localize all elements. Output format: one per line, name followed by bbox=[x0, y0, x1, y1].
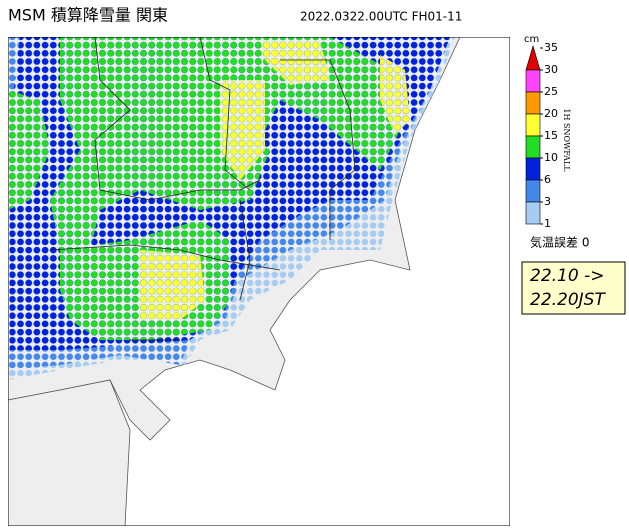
legend-unit: cm bbox=[524, 34, 539, 45]
timestamp: 2022.0322.00UTC FH01-11 bbox=[300, 10, 462, 24]
legend-swatch bbox=[525, 69, 541, 93]
legend: cm 1H SNOWFALL 気温誤差 0 35 30 25 20 15 10 6 3 1 bbox=[524, 34, 589, 250]
legend-tick-label: 30 bbox=[544, 63, 558, 76]
title: MSM 積算降雪量 関東 bbox=[8, 6, 168, 25]
legend-side-label: 1H SNOWFALL bbox=[562, 108, 571, 172]
legend-tick-label: 35 bbox=[544, 41, 558, 54]
legend-swatch bbox=[525, 201, 541, 225]
legend-swatch bbox=[525, 44, 541, 71]
legend-tick-label: 6 bbox=[544, 173, 551, 186]
legend-tick-label: 1 bbox=[544, 217, 551, 230]
valid-from: 22.10 -> bbox=[530, 266, 604, 286]
legend-swatch bbox=[525, 91, 541, 115]
legend-tick-label: 15 bbox=[544, 129, 558, 142]
legend-swatch bbox=[525, 157, 541, 181]
legend-tick-label: 3 bbox=[544, 195, 551, 208]
valid-time-box bbox=[521, 261, 626, 315]
valid-to: 22.20JST bbox=[530, 290, 606, 310]
legend-tick-label: 25 bbox=[544, 85, 558, 98]
legend-swatch bbox=[525, 179, 541, 203]
temp-error: 気温誤差 0 bbox=[530, 235, 589, 250]
legend-tick-label: 10 bbox=[544, 151, 558, 164]
legend-swatch bbox=[525, 113, 541, 137]
legend-tick-label: 20 bbox=[544, 107, 558, 120]
map bbox=[8, 37, 510, 526]
legend-swatch bbox=[525, 135, 541, 159]
